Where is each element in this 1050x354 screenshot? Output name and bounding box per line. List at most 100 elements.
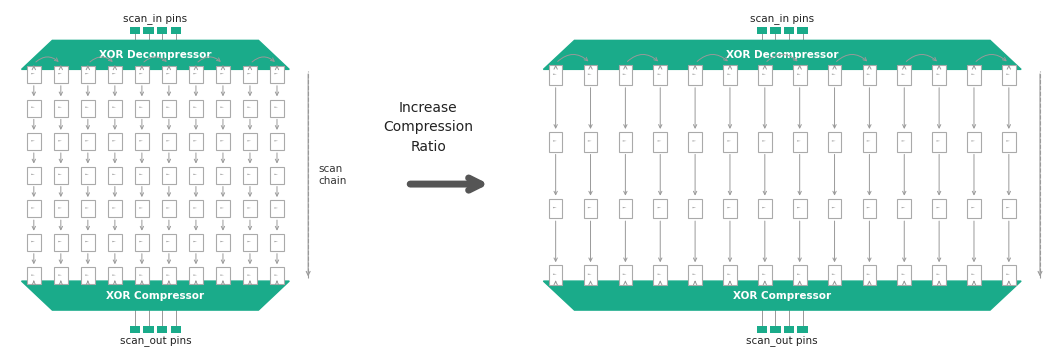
Polygon shape (762, 74, 765, 75)
Bar (54, 200, 67, 217)
Polygon shape (166, 140, 170, 142)
Bar (827, 65, 841, 85)
Bar (967, 65, 981, 85)
Polygon shape (274, 73, 278, 74)
Polygon shape (728, 274, 731, 275)
Polygon shape (32, 140, 35, 142)
Bar (798, 326, 808, 333)
Polygon shape (32, 174, 35, 175)
Bar (189, 268, 203, 285)
Bar (189, 234, 203, 251)
Bar (967, 132, 981, 152)
Polygon shape (797, 140, 801, 142)
Polygon shape (166, 73, 170, 74)
Bar (54, 167, 67, 184)
Bar (108, 133, 122, 150)
Polygon shape (971, 274, 975, 275)
Polygon shape (58, 241, 62, 242)
Polygon shape (274, 174, 278, 175)
Bar (756, 27, 766, 34)
Bar (135, 99, 149, 116)
Bar (54, 66, 67, 83)
Bar (27, 200, 41, 217)
Bar (143, 27, 154, 34)
Polygon shape (248, 73, 251, 74)
Polygon shape (1006, 274, 1010, 275)
Bar (81, 234, 94, 251)
Bar (108, 167, 122, 184)
Polygon shape (971, 207, 975, 208)
Bar (689, 132, 702, 152)
Bar (162, 66, 175, 83)
Text: scan_in pins: scan_in pins (123, 13, 188, 24)
Bar (689, 266, 702, 285)
Bar (932, 199, 946, 218)
Polygon shape (553, 274, 556, 275)
Bar (244, 66, 257, 83)
Polygon shape (728, 74, 731, 75)
Polygon shape (623, 74, 627, 75)
Polygon shape (58, 107, 62, 108)
Polygon shape (220, 107, 224, 108)
Bar (863, 132, 877, 152)
Bar (244, 234, 257, 251)
Bar (135, 66, 149, 83)
Polygon shape (85, 107, 89, 108)
Polygon shape (166, 107, 170, 108)
Polygon shape (762, 140, 765, 142)
Bar (723, 132, 737, 152)
Polygon shape (728, 207, 731, 208)
Bar (1002, 199, 1015, 218)
Bar (130, 326, 141, 333)
Polygon shape (1006, 74, 1010, 75)
Polygon shape (140, 207, 143, 209)
Bar (216, 99, 230, 116)
Bar (216, 268, 230, 285)
Bar (162, 234, 175, 251)
Polygon shape (140, 107, 143, 108)
Bar (27, 167, 41, 184)
Polygon shape (85, 174, 89, 175)
Polygon shape (728, 140, 731, 142)
Polygon shape (58, 174, 62, 175)
Bar (270, 167, 284, 184)
Bar (81, 99, 94, 116)
Bar (54, 99, 67, 116)
Bar (81, 268, 94, 285)
Bar (584, 266, 597, 285)
Bar (618, 132, 632, 152)
Bar (108, 66, 122, 83)
Polygon shape (58, 274, 62, 276)
Bar (108, 234, 122, 251)
Text: Increase
Compression
Ratio: Increase Compression Ratio (383, 101, 474, 154)
Polygon shape (248, 207, 251, 209)
Bar (270, 234, 284, 251)
Polygon shape (193, 174, 197, 175)
Bar (898, 65, 911, 85)
Bar (827, 132, 841, 152)
Bar (758, 65, 772, 85)
Polygon shape (902, 207, 905, 208)
Polygon shape (623, 207, 627, 208)
Bar (756, 326, 766, 333)
Bar (723, 65, 737, 85)
Polygon shape (1006, 140, 1010, 142)
Text: scan_in pins: scan_in pins (750, 13, 815, 24)
Bar (932, 65, 946, 85)
Bar (158, 27, 168, 34)
Bar (618, 199, 632, 218)
Bar (967, 199, 981, 218)
Polygon shape (657, 207, 662, 208)
Polygon shape (832, 274, 836, 275)
Bar (189, 99, 203, 116)
Bar (758, 132, 772, 152)
Polygon shape (140, 140, 143, 142)
Polygon shape (58, 73, 62, 74)
Polygon shape (248, 174, 251, 175)
Bar (108, 268, 122, 285)
Polygon shape (166, 174, 170, 175)
Polygon shape (553, 74, 556, 75)
Bar (27, 133, 41, 150)
Polygon shape (797, 274, 801, 275)
Polygon shape (248, 274, 251, 276)
